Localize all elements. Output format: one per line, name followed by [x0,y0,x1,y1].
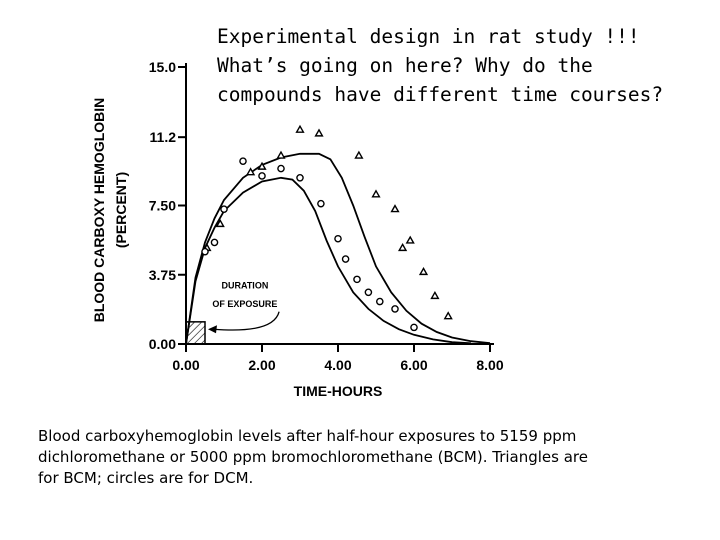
slide-heading: Experimental design in rat study !!! Wha… [217,22,717,109]
bcm-data-point [276,150,286,159]
bcm-data-point [354,150,364,159]
dcm-data-point [220,205,228,213]
dcm-data-point [210,238,219,247]
bcm-data-point [314,128,324,137]
exposure-arrow [213,311,280,331]
caption-line-1: Blood carboxyhemoglobin levels after hal… [38,427,577,445]
carboxyhemoglobin-chart: BLOOD CARBOXY HEMOGLOBIN (PERCENT) 0.00 3… [91,59,504,399]
y-tick-label: 15.0 [149,59,176,75]
caption-line-3: for BCM; circles are for DCM. [38,469,254,487]
bcm-data-point [245,167,256,176]
y-axis-label-line-1: BLOOD CARBOXY HEMOGLOBIN [91,98,107,323]
x-tick-label: 4.00 [324,357,351,373]
bcm-data-point [371,189,381,198]
y-axis-label: BLOOD CARBOXY HEMOGLOBIN (PERCENT) [91,98,129,323]
exposure-annotation: DURATION OF EXPOSURE [185,281,280,345]
bcm-data-point [215,218,225,228]
dcm-data-point [353,275,361,284]
bcm-data-point [443,311,453,320]
bcm-data-point [257,161,267,170]
fit-curve-bcm [185,152,491,345]
dcm-data-point [296,173,304,182]
x-axis-label: TIME-HOURS [294,383,383,399]
caption-line-2: dichloromethane or 5000 ppm bromochlorom… [38,448,588,466]
dcm-data-point [410,323,418,332]
exposure-duration-box [185,321,206,345]
series-dcm [185,157,472,345]
y-tick-label: 7.50 [149,198,176,214]
dcm-data-point [317,199,325,208]
dcm-data-point [341,255,350,263]
heading-line-3: compounds have different time courses? [217,83,664,106]
heading-line-1: Experimental design in rat study !!! [217,25,640,48]
x-tick-label: 2.00 [248,357,275,373]
x-tick-label: 0.00 [172,357,199,373]
figure-caption: Blood carboxyhemoglobin levels after hal… [38,426,698,489]
dcm-data-point [277,164,285,173]
exposure-label-line-2: OF EXPOSURE [212,299,277,309]
dcm-data-point [201,247,209,256]
fit-curve-dcm [185,176,472,345]
dcm-data-point [239,157,247,165]
bcm-data-point [397,242,408,252]
heading-line-2: What’s going on here? Why do the [217,54,593,77]
x-tick-label: 8.00 [476,357,503,373]
x-axis-ticks: 0.00 2.00 4.00 6.00 8.00 [172,344,504,373]
exposure-arrowhead [208,325,217,334]
bcm-data-point [390,204,400,213]
dcm-data-point [258,172,266,180]
y-tick-label: 0.00 [149,336,176,352]
bcm-data-point [418,266,429,276]
series-layer [185,124,491,345]
dcm-data-point [391,305,399,313]
y-tick-label: 3.75 [149,267,176,283]
bcm-data-point [295,124,305,133]
y-axis-ticks: 0.00 3.75 7.50 11.2 15.0 [149,59,186,352]
exposure-label-line-1: DURATION [221,281,268,291]
bcm-data-point [430,290,440,300]
y-tick-label: 11.2 [150,129,177,145]
dcm-data-point [334,234,342,243]
x-tick-label: 6.00 [400,357,427,373]
y-axis-label-line-2: (PERCENT) [113,172,129,248]
bcm-data-point [405,235,415,244]
dcm-data-point [364,288,373,297]
dcm-data-point [375,297,384,306]
